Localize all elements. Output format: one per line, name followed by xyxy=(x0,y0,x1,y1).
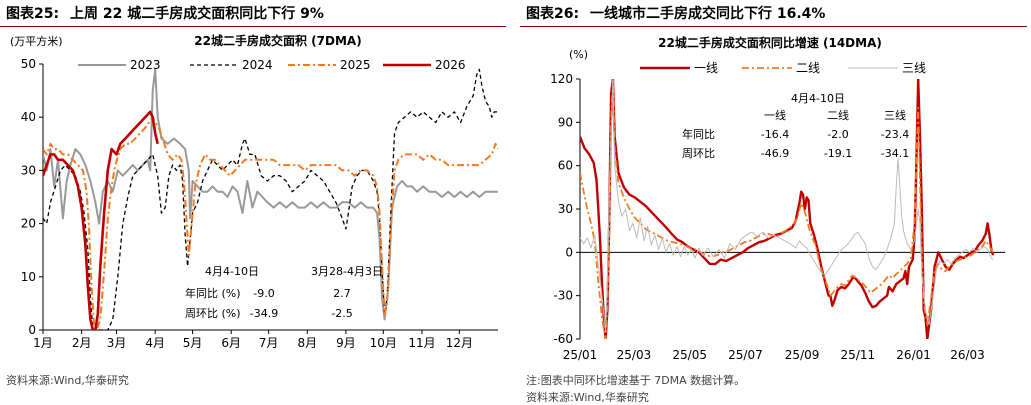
x-tick-label: 8月 xyxy=(297,336,317,350)
series-line-2023 xyxy=(43,68,498,321)
x-tick-label: 2月 xyxy=(72,336,92,350)
x-tick-label: 5月 xyxy=(183,336,203,350)
y-tick-label: -60 xyxy=(553,332,573,346)
right-figure-title: 图表26: 一线城市二手房成交同比下行 16.4% xyxy=(526,3,825,23)
annotation-value: -16.4 xyxy=(761,128,789,141)
left-figure-heading: 上周 22 城二手房成交面积同比下行 9% xyxy=(69,6,324,22)
legend-label-二线: 二线 xyxy=(796,61,820,75)
x-tick-label: 25/11 xyxy=(841,348,876,362)
annotation-value: -34.1 xyxy=(881,147,909,160)
x-tick-label: 25/07 xyxy=(728,348,763,362)
x-tick-label: 25/05 xyxy=(672,348,707,362)
legend-label-2025: 2025 xyxy=(340,58,371,72)
left-figure-label: 图表25: xyxy=(6,6,60,22)
series-line-2026 xyxy=(43,110,159,330)
x-tick-label: 25/03 xyxy=(617,348,652,362)
x-tick-label: 11月 xyxy=(408,336,435,350)
annotation-row-label: 年同比 (%) xyxy=(185,286,241,300)
right-line-chart: 22城二手房成交面积同比增速 (14DMA) (%) -60 -30 0 30 60 90 12… xyxy=(550,35,1005,362)
x-tick-label: 6月 xyxy=(221,336,241,350)
annotation-value: -2.0 xyxy=(827,128,848,141)
legend-label-2023: 2023 xyxy=(130,58,161,72)
left-line-chart: (万平方米) 22城二手房成交面积 (7DMA) 0 10 20 30 40 50 1月 2月 3月… xyxy=(10,33,498,350)
right-note: 注:图表中同环比增速基于 7DMA 数据计算。 xyxy=(526,374,746,387)
chart-title: 22城二手房成交面积 (7DMA) xyxy=(194,33,361,48)
left-source: 资料来源:Wind,华泰研究 xyxy=(6,374,129,387)
annotation-row-label: 周环比 (%) xyxy=(185,307,241,320)
left-figure-title: 图表25: 上周 22 城二手房成交面积同比下行 9% xyxy=(6,3,324,23)
legend-label-2026: 2026 xyxy=(435,58,466,72)
legend-label-2024: 2024 xyxy=(242,58,273,72)
annotation-value: 2.7 xyxy=(333,287,351,300)
series-line-2024 xyxy=(43,68,498,330)
x-tick-label: 25/01 xyxy=(563,348,598,362)
series-line-一线 xyxy=(580,79,995,339)
annotation-value: -46.9 xyxy=(761,147,789,160)
legend-label-三线: 三线 xyxy=(902,61,926,75)
annotation-col-header: 3月28-4月3日 xyxy=(311,265,383,278)
y-tick-label: -30 xyxy=(553,289,573,303)
right-source: 资料来源:Wind,华泰研究 xyxy=(526,391,649,404)
annotation-value: -34.9 xyxy=(250,307,278,320)
annotation-col-header: 4月4-10日 xyxy=(205,265,259,278)
y-tick-label: 30 xyxy=(558,202,573,216)
x-tick-label: 9月 xyxy=(336,336,356,350)
annotation-col-header: 三线 xyxy=(884,108,906,122)
y-axis-unit: (万平方米) xyxy=(10,34,63,48)
x-tick-label: 25/09 xyxy=(785,348,820,362)
series-line-2025 xyxy=(43,116,498,330)
x-tick-label: 10月 xyxy=(370,336,397,350)
series-line-三线 xyxy=(580,79,994,333)
right-figure-panel: 图表26: 一线城市二手房成交同比下行 16.4% 22城二手房成交面积同比增速… xyxy=(520,0,1031,404)
chart-title: 22城二手房成交面积同比增速 (14DMA) xyxy=(658,35,882,50)
y-axis-unit: (%) xyxy=(569,48,588,61)
x-tick-label: 12月 xyxy=(446,336,473,350)
y-tick-label: 10 xyxy=(21,270,36,284)
annotation-value: -2.5 xyxy=(331,307,352,320)
y-tick-label: 60 xyxy=(558,159,573,173)
y-tick-label: 20 xyxy=(21,217,36,231)
left-title-rule xyxy=(0,26,506,27)
y-tick-label: 30 xyxy=(21,163,36,177)
y-tick-label: 120 xyxy=(550,72,573,86)
annotation-value: -9.0 xyxy=(253,287,274,300)
y-tick-label: 0 xyxy=(565,245,573,259)
legend-label-一线: 一线 xyxy=(694,61,718,75)
x-tick-label: 1月 xyxy=(33,336,53,350)
x-tick-label: 26/03 xyxy=(950,348,985,362)
left-figure-panel: 图表25: 上周 22 城二手房成交面积同比下行 9% (万平方米) 22城二手房… xyxy=(0,0,510,404)
x-tick-label: 26/01 xyxy=(896,348,931,362)
right-figure-label: 图表26: xyxy=(526,6,580,22)
annotation-value: -23.4 xyxy=(881,128,909,141)
annotation-row-label: 周环比 xyxy=(682,147,715,160)
x-tick-label: 3月 xyxy=(107,336,127,350)
y-tick-label: 90 xyxy=(558,115,573,129)
annotation-period: 4月4-10日 xyxy=(791,92,845,105)
right-title-rule xyxy=(520,26,1027,27)
series-line-二线 xyxy=(580,79,994,339)
y-tick-label: 40 xyxy=(21,110,36,124)
annotation-col-header: 二线 xyxy=(827,108,849,122)
annotation-row-label: 年同比 xyxy=(682,127,715,141)
right-figure-heading: 一线城市二手房成交同比下行 16.4% xyxy=(589,6,826,22)
y-tick-label: 50 xyxy=(21,57,36,71)
annotation-value: -19.1 xyxy=(824,147,852,160)
y-tick-label: 0 xyxy=(28,323,36,337)
annotation-col-header: 一线 xyxy=(764,108,786,122)
x-tick-label: 7月 xyxy=(259,336,279,350)
x-tick-label: 4月 xyxy=(145,336,165,350)
